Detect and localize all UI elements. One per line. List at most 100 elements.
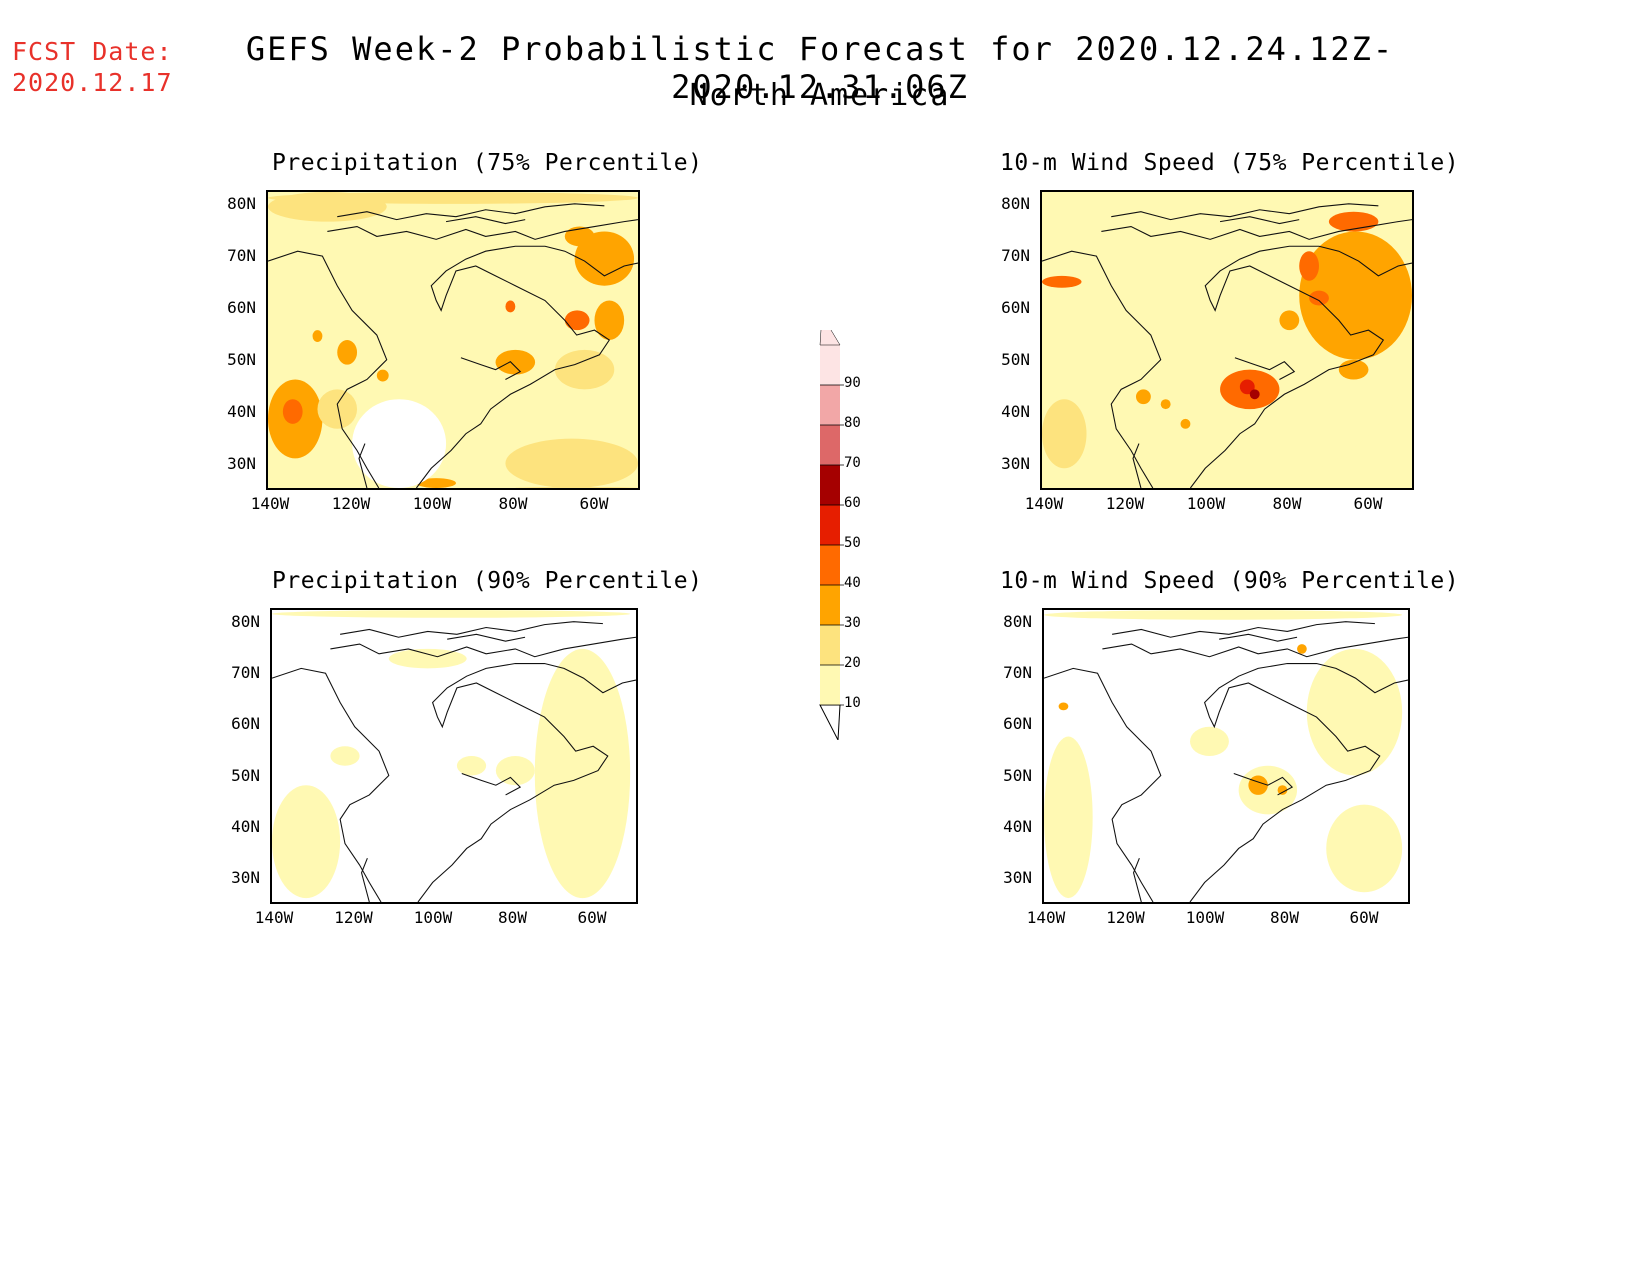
lon-tick-label: 80W	[1272, 494, 1302, 513]
lat-tick-label: 60N	[1001, 298, 1030, 317]
lat-tick-label: 50N	[231, 765, 260, 785]
probability-shading	[1044, 736, 1093, 899]
probability-shading	[312, 330, 323, 342]
probability-shading	[1239, 379, 1255, 395]
lon-tick-label: 60W	[579, 494, 609, 513]
probability-shading	[272, 785, 341, 899]
lat-tick-label: 40N	[1001, 402, 1030, 421]
probability-shading	[495, 349, 536, 375]
no-signal-area	[352, 399, 447, 488]
legend-level-label: 70	[844, 455, 861, 471]
coastline	[327, 219, 638, 240]
page-title: GEFS Week-2 Probabilistic Forecast for 2…	[245, 30, 1395, 106]
probability-shading	[594, 300, 625, 340]
map-precip-75	[266, 190, 640, 490]
lon-tick-label: 120W	[1106, 908, 1145, 927]
probability-shading	[1135, 389, 1151, 405]
lat-tick-label: 80N	[231, 612, 260, 631]
probability-shading	[1338, 359, 1369, 380]
probability-shading	[282, 399, 303, 424]
lon-tick-label: 60W	[577, 908, 607, 927]
coastline	[360, 858, 370, 902]
color-legend: 10 20 30 40 50 60 70 80 90	[800, 314, 890, 742]
coastline	[461, 773, 522, 796]
legend-level-label: 20	[844, 655, 861, 671]
legend-swatch	[820, 385, 840, 425]
lat-tick-label: 40N	[1003, 816, 1032, 836]
probability-shading	[1044, 610, 1403, 620]
lat-tick-label: 40N	[227, 402, 256, 421]
probability-shading	[574, 231, 635, 286]
coastline	[1044, 667, 1162, 902]
lat-tick-label: 80N	[1003, 612, 1032, 631]
coastline	[1102, 636, 1408, 658]
coastline	[1111, 203, 1379, 221]
lon-tick-label: 140W	[1024, 494, 1064, 513]
coastline	[1112, 621, 1375, 638]
coastline	[340, 621, 603, 638]
probability-shading	[1160, 399, 1171, 410]
coastline	[1219, 216, 1300, 225]
coastline	[1189, 662, 1408, 902]
map-wind-90	[1042, 608, 1410, 904]
lat-tick-label: 60N	[231, 714, 260, 734]
probability-shading	[554, 349, 615, 390]
probability-shading	[376, 369, 389, 382]
lon-tick-label: 60W	[1349, 908, 1379, 927]
coastline	[330, 636, 636, 658]
probability-shading	[317, 389, 358, 429]
map-precip-90	[270, 608, 638, 904]
legend-swatch	[820, 545, 840, 585]
probability-shading	[1309, 290, 1329, 306]
lon-tick-label: 120W	[334, 908, 373, 927]
lon-tick-label: 100W	[413, 908, 453, 927]
forecast-date-label: FCST Date: 2020.12.17	[12, 36, 173, 98]
lon-tick-label: 80W	[498, 494, 528, 513]
legend-level-label: 10	[844, 695, 861, 711]
lat-tick-label: 30N	[227, 454, 256, 473]
page-subtitle: North America	[689, 78, 951, 113]
coastline	[1189, 245, 1412, 488]
legend-level-label: 80	[844, 415, 861, 431]
probability-shading	[1326, 804, 1403, 893]
probability-shading	[1042, 399, 1087, 469]
legend-swatch	[820, 465, 840, 505]
lat-tick-label: 70N	[1003, 663, 1032, 683]
lon-tick-label: 100W	[1185, 908, 1225, 927]
lon-tick-label: 120W	[331, 494, 371, 513]
legend-level-label: 40	[844, 575, 861, 591]
legend-level-label: 60	[844, 495, 861, 511]
lat-tick-label: 40N	[231, 816, 260, 836]
panel-title-precip-75: Precipitation (75% Percentile)	[272, 150, 703, 176]
lat-tick-label: 70N	[227, 246, 256, 265]
probability-shading	[1058, 702, 1069, 711]
legend-swatch	[820, 625, 840, 665]
lat-tick-label: 30N	[231, 868, 260, 887]
panel-title-wind-90: 10-m Wind Speed (90% Percentile)	[1000, 568, 1460, 594]
lon-tick-label: 80W	[498, 908, 527, 927]
lat-tick-label: 70N	[231, 663, 260, 683]
probability-shading	[505, 300, 516, 313]
probability-shading	[456, 756, 487, 776]
probability-shading	[416, 478, 456, 488]
lat-tick-label: 80N	[227, 194, 256, 213]
probability-shading	[1249, 389, 1260, 400]
probability-shading	[1279, 310, 1300, 331]
lon-tick-label: 140W	[1026, 908, 1066, 927]
probability-shading	[1248, 775, 1268, 795]
coastline	[272, 667, 390, 902]
coastline	[1233, 773, 1294, 796]
lon-tick-label: 140W	[250, 494, 290, 513]
lat-tick-label: 80N	[1001, 194, 1030, 213]
legend-swatch	[820, 345, 840, 385]
legend-level-label: 90	[844, 375, 861, 391]
lat-tick-label: 70N	[1001, 246, 1030, 265]
lon-tick-label: 60W	[1353, 494, 1383, 513]
legend-level-label: 50	[844, 535, 861, 551]
legend-swatch	[820, 425, 840, 465]
panel-title-wind-75: 10-m Wind Speed (75% Percentile)	[1000, 150, 1460, 176]
probability-shading	[1180, 418, 1191, 429]
coastline	[1042, 250, 1162, 488]
lat-tick-label: 50N	[1001, 350, 1030, 369]
coastline	[445, 216, 526, 225]
